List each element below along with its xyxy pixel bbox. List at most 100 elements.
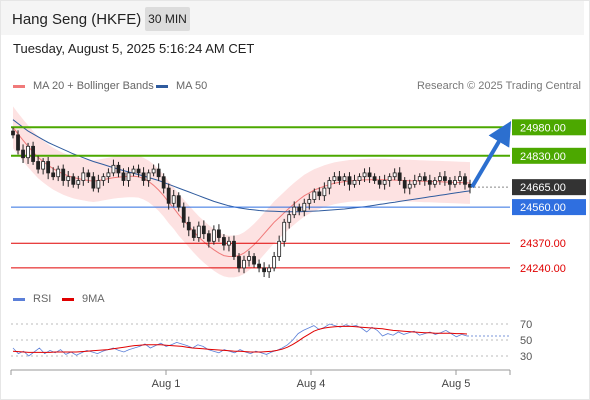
candle-body [71, 176, 76, 185]
candle-body [257, 263, 261, 269]
candle-body [237, 256, 241, 269]
candle-body [327, 180, 332, 189]
bollinger-fill [13, 106, 470, 278]
candle-body [382, 180, 387, 185]
credit-text: Research © 2025 Trading Central [416, 80, 581, 92]
candle-body [96, 180, 101, 189]
candle-body [136, 168, 141, 174]
timeframe-button[interactable]: 30 MIN [145, 7, 190, 31]
legend-ma20-label: MA 20 + Bollinger Bands [33, 80, 154, 92]
candle-body [26, 145, 30, 159]
level-label-box [512, 119, 586, 136]
candle-body [21, 149, 25, 159]
projection-arrow [470, 120, 512, 189]
candle-body [302, 202, 307, 212]
candle-body [362, 172, 367, 178]
level-label-box [512, 147, 586, 164]
candle-body [141, 172, 146, 181]
legend-rsi-ma: 9MA [62, 293, 105, 305]
rsi-tick-label: 30 [520, 351, 532, 363]
candle-body [357, 176, 362, 181]
candle-body [131, 168, 136, 174]
x-tick-label: Aug 4 [297, 378, 326, 390]
level-label: 24665.00 [520, 182, 566, 194]
level-label-box [512, 199, 586, 216]
level-label: 24370.00 [520, 238, 566, 250]
candle-body [151, 168, 156, 174]
candle-body [272, 256, 277, 269]
candle-body [367, 172, 372, 178]
x-tick-label: Aug 5 [442, 378, 471, 390]
bollinger-band [13, 106, 470, 278]
candle-body [156, 168, 161, 178]
candle-body [201, 225, 206, 235]
candle-body [252, 256, 256, 265]
candle-body [337, 176, 342, 181]
candle-body [111, 164, 116, 174]
candle-body [227, 240, 231, 246]
candle-body [126, 172, 131, 181]
level-label-box [512, 179, 586, 196]
candle-body [407, 183, 412, 189]
legend-rsi-ma-label: 9MA [82, 293, 105, 305]
ma20-line [12, 126, 471, 257]
candle-body [222, 237, 226, 246]
candle-body [397, 172, 402, 181]
candle-body [312, 191, 317, 200]
candle-body [86, 172, 91, 178]
candle-body [106, 172, 111, 178]
candle-body [322, 187, 327, 197]
candle-body [61, 168, 66, 181]
candle-body [171, 195, 176, 204]
candle-body [217, 229, 221, 238]
candle-body [211, 229, 216, 242]
candle-body [277, 240, 282, 257]
candle-body [76, 180, 81, 185]
candle-body [427, 180, 432, 185]
candle-body [417, 176, 422, 181]
candle-body [11, 130, 15, 136]
candle-body [81, 172, 86, 181]
candle-body [101, 176, 106, 181]
candle-body [206, 233, 211, 242]
candle-body [282, 221, 287, 242]
legend-ma20: MA 20 + Bollinger Bands [13, 80, 154, 92]
candle-body [247, 256, 251, 261]
candle-body [437, 176, 442, 181]
candle-body [66, 176, 71, 181]
candle-body [453, 180, 457, 185]
level-labels: 24980.00 24830.00 24665.00 24560.00 24370.00… [512, 119, 586, 275]
ma50-line [12, 119, 471, 213]
candle-body [387, 176, 392, 181]
level-label: 24560.00 [520, 202, 566, 214]
level-label: 24830.00 [520, 151, 566, 163]
instrument-title: Hang Seng (HKFE) [12, 11, 142, 28]
candle-body [287, 214, 292, 223]
candle-body [317, 191, 322, 197]
x-tick-label: Aug 1 [152, 378, 181, 390]
candles [11, 127, 472, 278]
candle-body [31, 145, 35, 162]
legend-rsi-swatch [13, 297, 25, 301]
candle-body [347, 176, 352, 185]
candle-body [242, 259, 246, 269]
candle-body [442, 176, 447, 181]
candle-body [181, 206, 186, 223]
candle-body [372, 176, 377, 181]
candle-body [377, 180, 382, 185]
legend-ma50: MA 50 [156, 80, 207, 92]
moving-averages [12, 119, 471, 257]
legend-rsi-label: RSI [33, 293, 52, 305]
candle-body [36, 161, 41, 170]
level-label: 24980.00 [520, 122, 566, 134]
candle-body [161, 176, 166, 189]
legend-ma20-swatch [13, 84, 25, 88]
candle-body [292, 206, 297, 216]
legend-rsi-ma-swatch [62, 297, 74, 301]
candle-body [458, 176, 462, 181]
level-label: 24240.00 [520, 263, 566, 275]
candle-body [41, 161, 46, 170]
chart-header: Hang Seng (HKFE) 30 MIN [1, 1, 584, 35]
legend-ma50-swatch [156, 84, 168, 88]
